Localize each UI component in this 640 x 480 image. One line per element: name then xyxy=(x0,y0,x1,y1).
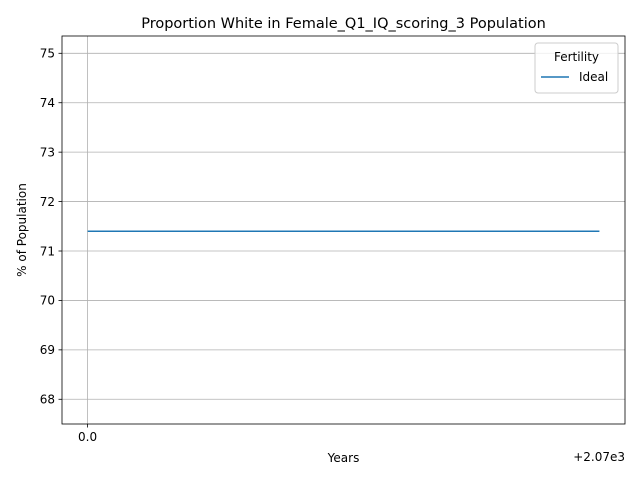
y-tick-label: 68 xyxy=(40,393,55,407)
y-axis-label: % of Population xyxy=(15,183,29,277)
legend: Fertility Ideal xyxy=(535,43,618,93)
legend-label-ideal: Ideal xyxy=(579,70,608,84)
y-tick-label: 73 xyxy=(40,145,55,159)
y-tick-label: 71 xyxy=(40,244,55,258)
y-tick-label: 75 xyxy=(40,47,55,61)
y-tick-label: 72 xyxy=(40,195,55,209)
x-axis-label: Years xyxy=(327,451,360,465)
x-tick-label: 0.0 xyxy=(78,430,97,444)
chart-title: Proportion White in Female_Q1_IQ_scoring… xyxy=(141,16,546,32)
x-axis-offset-label: +2.07e3 xyxy=(573,450,625,464)
y-tick-label: 74 xyxy=(40,96,55,110)
y-tick-label: 69 xyxy=(40,343,55,357)
legend-title: Fertility xyxy=(554,50,599,64)
y-tick-label: 70 xyxy=(40,294,55,308)
